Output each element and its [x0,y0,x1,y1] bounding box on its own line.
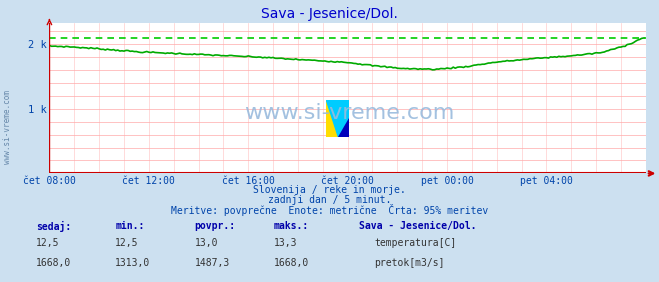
Text: 1668,0: 1668,0 [273,258,308,268]
Text: zadnji dan / 5 minut.: zadnji dan / 5 minut. [268,195,391,204]
Text: Meritve: povprečne  Enote: metrične  Črta: 95% meritev: Meritve: povprečne Enote: metrične Črta:… [171,204,488,217]
Text: 1487,3: 1487,3 [194,258,229,268]
Text: Sava - Jesenice/Dol.: Sava - Jesenice/Dol. [359,221,476,231]
Text: sedaj:: sedaj: [36,221,71,232]
Polygon shape [326,100,338,137]
Text: 12,5: 12,5 [115,238,139,248]
Polygon shape [338,118,349,137]
Text: 13,3: 13,3 [273,238,297,248]
Text: povpr.:: povpr.: [194,221,235,231]
Text: Slovenija / reke in morje.: Slovenija / reke in morje. [253,185,406,195]
Polygon shape [326,100,349,137]
Text: www.si-vreme.com: www.si-vreme.com [244,103,455,123]
Text: temperatura[C]: temperatura[C] [374,238,457,248]
Text: pretok[m3/s]: pretok[m3/s] [374,258,445,268]
Text: www.si-vreme.com: www.si-vreme.com [3,90,12,164]
Text: 1313,0: 1313,0 [115,258,150,268]
Text: 12,5: 12,5 [36,238,60,248]
Text: 1668,0: 1668,0 [36,258,71,268]
Text: Sava - Jesenice/Dol.: Sava - Jesenice/Dol. [261,7,398,21]
Text: 13,0: 13,0 [194,238,218,248]
Text: min.:: min.: [115,221,145,231]
Text: maks.:: maks.: [273,221,308,231]
